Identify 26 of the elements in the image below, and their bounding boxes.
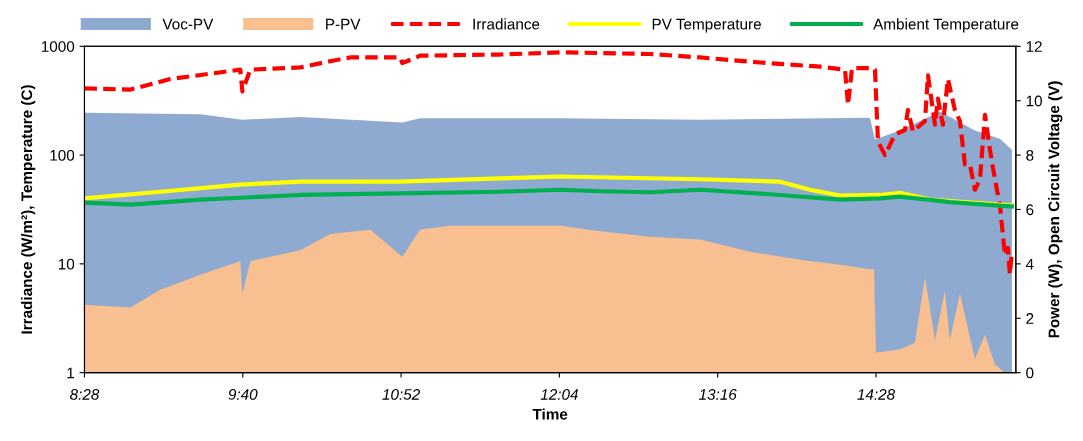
- y2-tick-label: 2: [1026, 313, 1034, 324]
- y2-tick-label: 0: [1026, 367, 1034, 379]
- legend-label: P-PV: [326, 18, 361, 30]
- legend-label: PV Temperature: [652, 18, 761, 33]
- legend-label: Voc-PV: [162, 18, 214, 30]
- x-axis-title: Time: [532, 408, 568, 420]
- y2-tick-label: 8: [1026, 149, 1034, 161]
- line-series: [84, 187, 1014, 209]
- y-tick-label: 10: [58, 258, 75, 270]
- x-tick-label: 12:04: [540, 389, 578, 400]
- x-tick-label: 8:28: [70, 389, 100, 400]
- legend-label: Irradiance: [473, 18, 540, 30]
- y2-tick-label: 6: [1026, 204, 1034, 216]
- y-tick-label: 1000: [41, 41, 75, 52]
- x-tick-label: 14:28: [857, 389, 896, 400]
- x-tick-label: 10:52: [382, 389, 420, 400]
- y2-tick-label: 12: [1026, 41, 1042, 52]
- y2-tick-label: 4: [1025, 258, 1034, 270]
- x-tick-label: 13:16: [698, 389, 737, 400]
- x-tick-label: 9:40: [228, 389, 258, 400]
- y-tick-label: 100: [50, 149, 75, 161]
- y2-tick-label: 10: [1026, 95, 1042, 107]
- legend-label: Ambient Temperature: [873, 18, 1019, 33]
- y-tick-label: 1: [67, 367, 75, 379]
- y2-axis-title: Power (W), Open Circuit Voltage (V): [1048, 81, 1063, 338]
- y-axis-title: Irradiance (W/m²), Temperature (C): [20, 85, 36, 334]
